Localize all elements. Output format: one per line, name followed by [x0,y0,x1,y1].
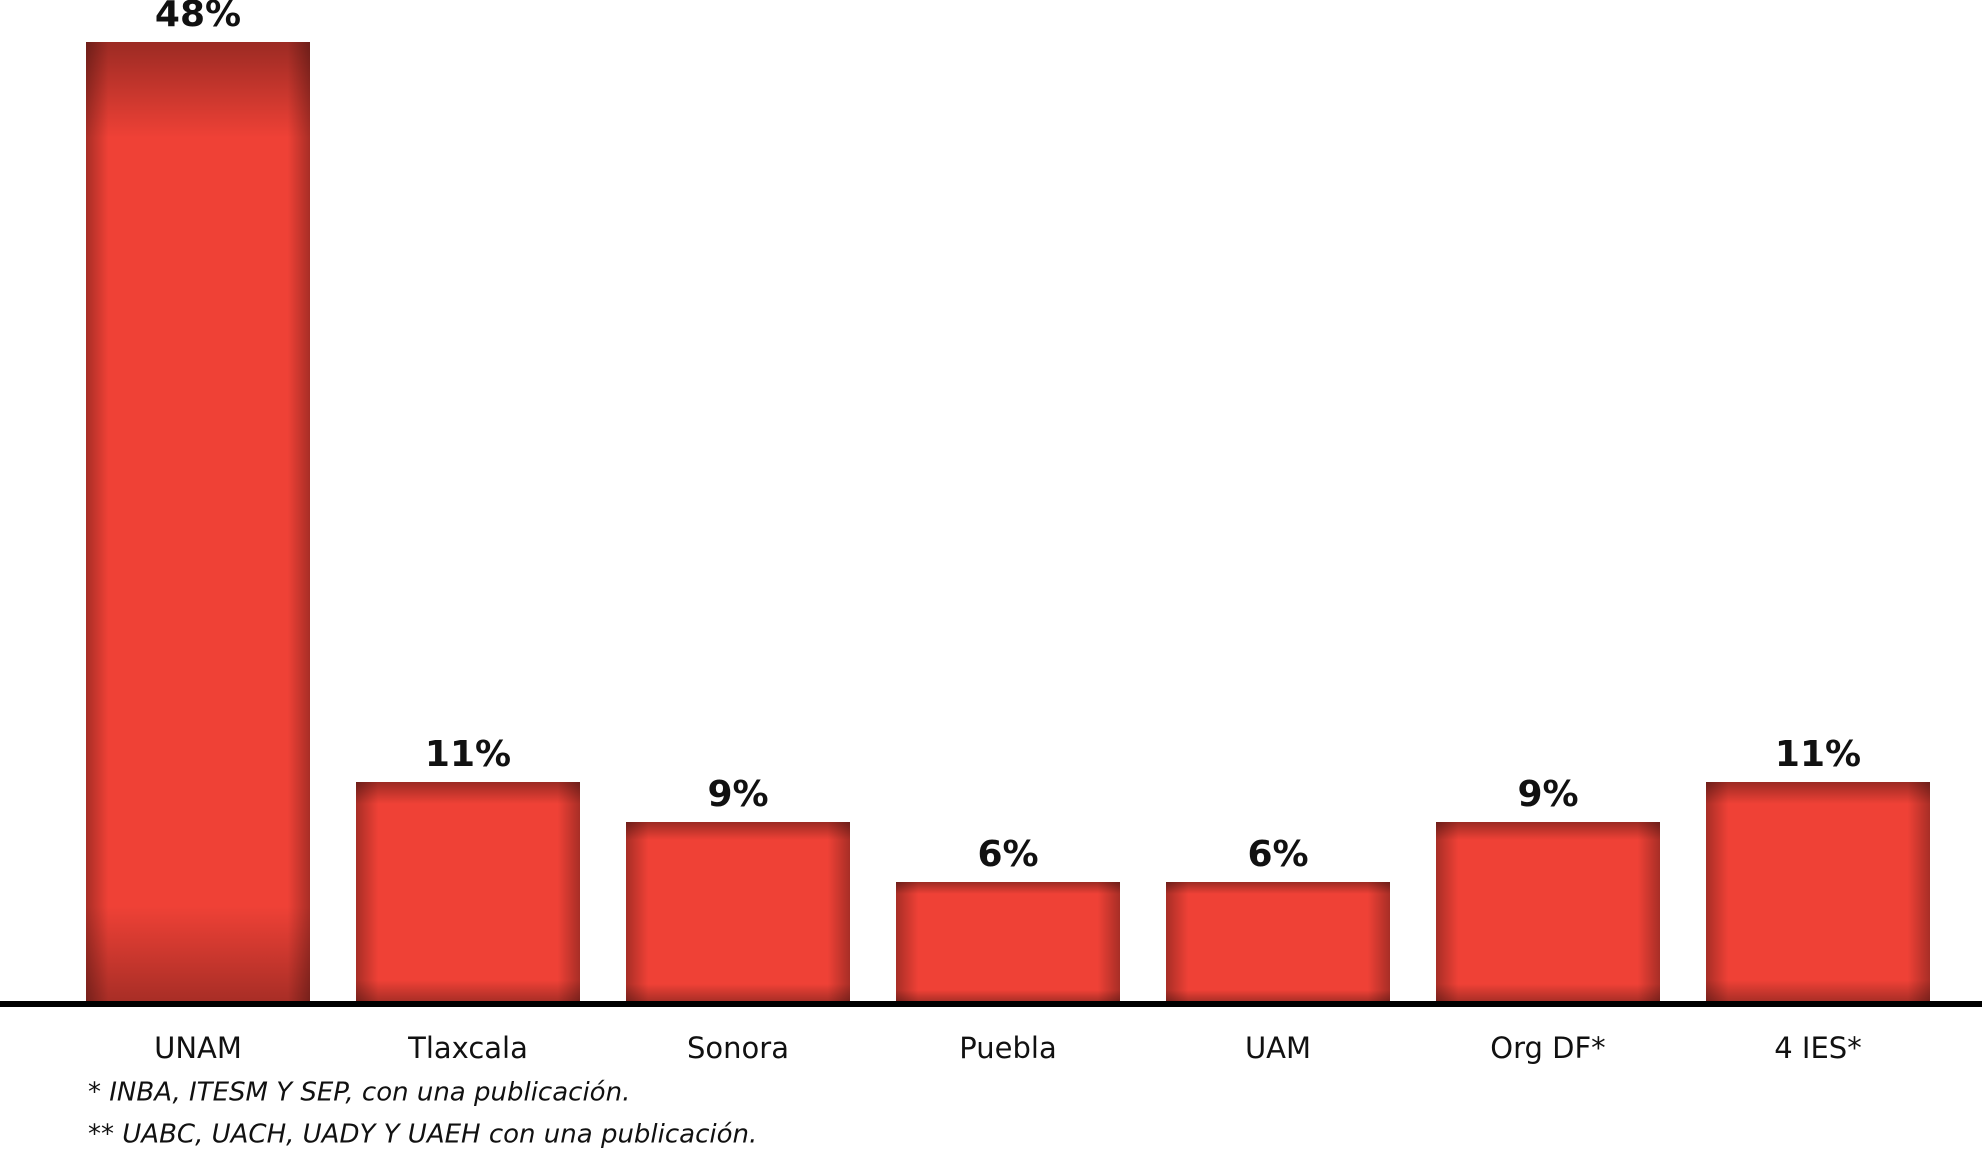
bar [1166,882,1390,1002]
x-tick-label: Tlaxcala [407,1031,528,1065]
bar [1706,782,1930,1002]
bar [626,822,850,1002]
footnote: * INBA, ITESM Y SEP, con una publicación… [88,1078,630,1108]
x-tick-label: Sonora [687,1031,789,1065]
footnote: ** UABC, UACH, UADY Y UAEH con una publi… [88,1120,757,1150]
x-tick-label: Puebla [959,1031,1056,1065]
bar [896,882,1120,1002]
value-label: 9% [1517,774,1578,815]
x-tick-label: UNAM [154,1031,242,1065]
bar [356,782,580,1002]
value-label: 6% [1247,834,1308,875]
x-tick-label: Org DF* [1490,1031,1605,1065]
x-tick-label: UAM [1245,1031,1311,1065]
value-label: 6% [977,834,1038,875]
value-label: 48% [155,0,241,35]
value-label: 9% [707,774,768,815]
value-label: 11% [1775,734,1861,775]
bar [86,42,310,1002]
value-label: 11% [425,734,511,775]
x-tick-label: 4 IES* [1774,1031,1861,1065]
bar [1436,822,1660,1002]
